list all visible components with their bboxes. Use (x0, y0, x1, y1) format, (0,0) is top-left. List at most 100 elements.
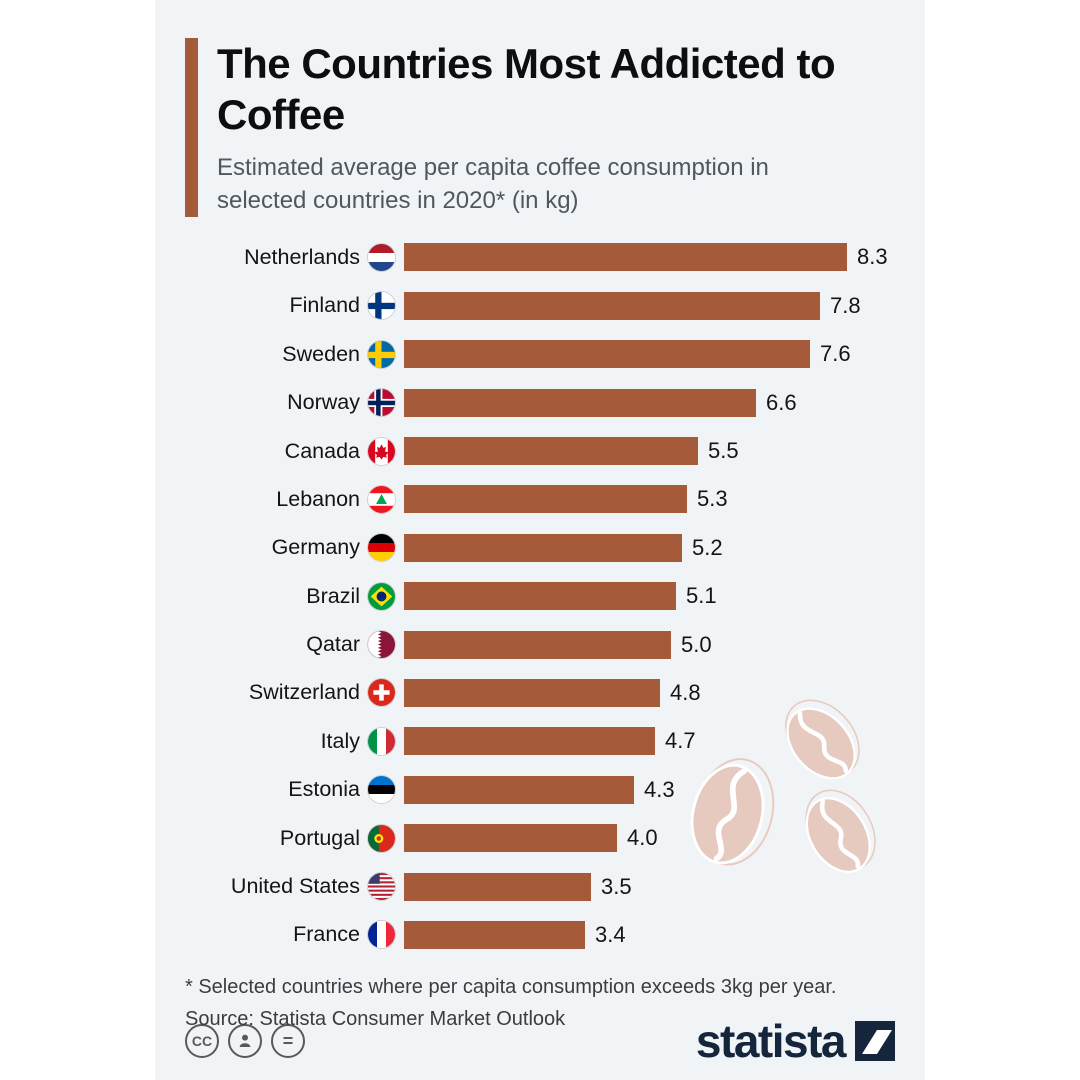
cc-icon[interactable]: CC (185, 1024, 219, 1058)
flag-icon-sweden (368, 340, 395, 368)
bar-track-lebanon: 5.3 (404, 485, 728, 514)
bar-value-united-states: 3.5 (601, 873, 632, 899)
bar-united-states (404, 872, 591, 901)
bar-value-lebanon: 5.3 (697, 486, 728, 512)
title-accent-bar (185, 38, 198, 218)
bar-switzerland (404, 678, 660, 707)
bar-germany (404, 533, 682, 562)
flag-icon-finland (368, 292, 395, 320)
chart-subtitle: Estimated average per capita coffee cons… (217, 154, 769, 214)
chart-row-germany: Germany 5.2 (155, 524, 925, 572)
flag-icon-netherlands (368, 243, 395, 271)
bar-norway (404, 388, 756, 417)
bar-netherlands (404, 243, 847, 272)
bar-chart: Netherlands 8.3 Finland 7.8 Sweden 7.6 Norway 6… (155, 233, 925, 959)
flag-icon-estonia (368, 776, 395, 804)
flag-icon-switzerland (368, 679, 395, 707)
statista-logo-square-icon (855, 1021, 895, 1061)
bar-sweden (404, 340, 810, 369)
chart-header: The Countries Most Addicted to Coffee Es… (185, 38, 895, 218)
country-label-lebanon: Lebanon (276, 486, 360, 511)
bar-track-estonia: 4.3 (404, 775, 675, 804)
bar-value-qatar: 5.0 (681, 631, 712, 657)
chart-row-netherlands: Netherlands 8.3 (155, 233, 925, 281)
bar-track-portugal: 4.0 (404, 824, 658, 853)
bottom-bar: CC = statista (185, 1018, 895, 1064)
chart-row-italy: Italy 4.7 (155, 717, 925, 765)
bar-track-finland: 7.8 (404, 291, 861, 320)
flag-icon-brazil (368, 582, 395, 610)
bar-track-netherlands: 8.3 (404, 243, 888, 272)
bar-track-france: 3.4 (404, 920, 626, 949)
country-label-netherlands: Netherlands (244, 244, 360, 269)
flag-icon-canada (368, 437, 395, 465)
header-text-block: The Countries Most Addicted to Coffee Es… (217, 38, 877, 217)
bar-value-italy: 4.7 (665, 728, 696, 754)
chart-row-finland: Finland 7.8 (155, 282, 925, 330)
bar-track-switzerland: 4.8 (404, 678, 701, 707)
flag-icon-germany (368, 534, 395, 562)
bar-value-sweden: 7.6 (820, 341, 851, 367)
bar-qatar (404, 630, 671, 659)
chart-row-switzerland: Switzerland 4.8 (155, 669, 925, 717)
chart-row-sweden: Sweden 7.6 (155, 330, 925, 378)
bar-track-norway: 6.6 (404, 388, 797, 417)
bar-track-brazil: 5.1 (404, 582, 717, 611)
bar-value-canada: 5.5 (708, 438, 739, 463)
infographic-card: The Countries Most Addicted to Coffee Es… (155, 0, 925, 1080)
country-label-germany: Germany (271, 535, 360, 560)
attribution-person-icon[interactable] (228, 1024, 262, 1058)
bar-brazil (404, 582, 676, 611)
bar-estonia (404, 775, 634, 804)
bar-value-portugal: 4.0 (627, 825, 658, 851)
chart-row-portugal: Portugal 4.0 (155, 814, 925, 862)
country-label-sweden: Sweden (282, 341, 360, 366)
chart-row-qatar: Qatar 5.0 (155, 620, 925, 668)
nd-equal-icon[interactable]: = (271, 1024, 305, 1058)
statista-wordmark: statista (695, 1015, 847, 1067)
bar-value-netherlands: 8.3 (857, 244, 888, 270)
flag-icon-lebanon (368, 485, 395, 513)
country-label-brazil: Brazil (306, 583, 360, 608)
bar-track-canada: 5.5 (404, 437, 739, 465)
bar-lebanon (404, 485, 687, 514)
bar-track-sweden: 7.6 (404, 340, 851, 369)
flag-icon-italy (368, 727, 395, 755)
bar-value-france: 3.4 (595, 921, 626, 947)
flag-icon-qatar (368, 631, 395, 659)
country-label-france: France (293, 922, 360, 947)
country-label-qatar: Qatar (306, 632, 360, 657)
chart-row-brazil: Brazil 5.1 (155, 572, 925, 620)
flag-icon-portugal (368, 824, 395, 852)
country-label-norway: Norway (287, 390, 360, 415)
flag-icon-united-states (368, 873, 395, 901)
bar-value-brazil: 5.1 (686, 583, 717, 609)
country-label-italy: Italy (320, 728, 360, 753)
bar-value-finland: 7.8 (830, 292, 861, 318)
bar-canada (404, 437, 698, 465)
chart-row-france: France 3.4 (155, 911, 925, 959)
country-label-canada: Canada (284, 438, 360, 463)
cc-license-icons: CC = (185, 1024, 305, 1058)
bar-france (404, 920, 585, 949)
chart-row-lebanon: Lebanon 5.3 (155, 475, 925, 523)
country-label-estonia: Estonia (288, 777, 360, 802)
page-title: The Countries Most Addicted to Coffee (217, 40, 836, 139)
bar-value-norway: 6.6 (766, 389, 797, 415)
country-label-finland: Finland (289, 293, 360, 318)
chart-row-estonia: Estonia 4.3 (155, 766, 925, 814)
bar-italy (404, 727, 655, 756)
bar-portugal (404, 824, 617, 853)
chart-row-canada: Canada 5.5 (155, 427, 925, 475)
statista-logo[interactable]: statista (696, 1018, 895, 1064)
bar-value-switzerland: 4.8 (670, 679, 701, 705)
chart-row-united-states: United States 3.5 (155, 862, 925, 910)
bar-track-germany: 5.2 (404, 533, 723, 562)
bar-value-estonia: 4.3 (644, 776, 675, 802)
flag-icon-france (368, 921, 395, 949)
country-label-united-states: United States (230, 874, 360, 899)
bar-track-italy: 4.7 (404, 727, 696, 756)
chart-row-norway: Norway 6.6 (155, 378, 925, 426)
bar-finland (404, 291, 820, 320)
flag-icon-norway (368, 389, 395, 417)
